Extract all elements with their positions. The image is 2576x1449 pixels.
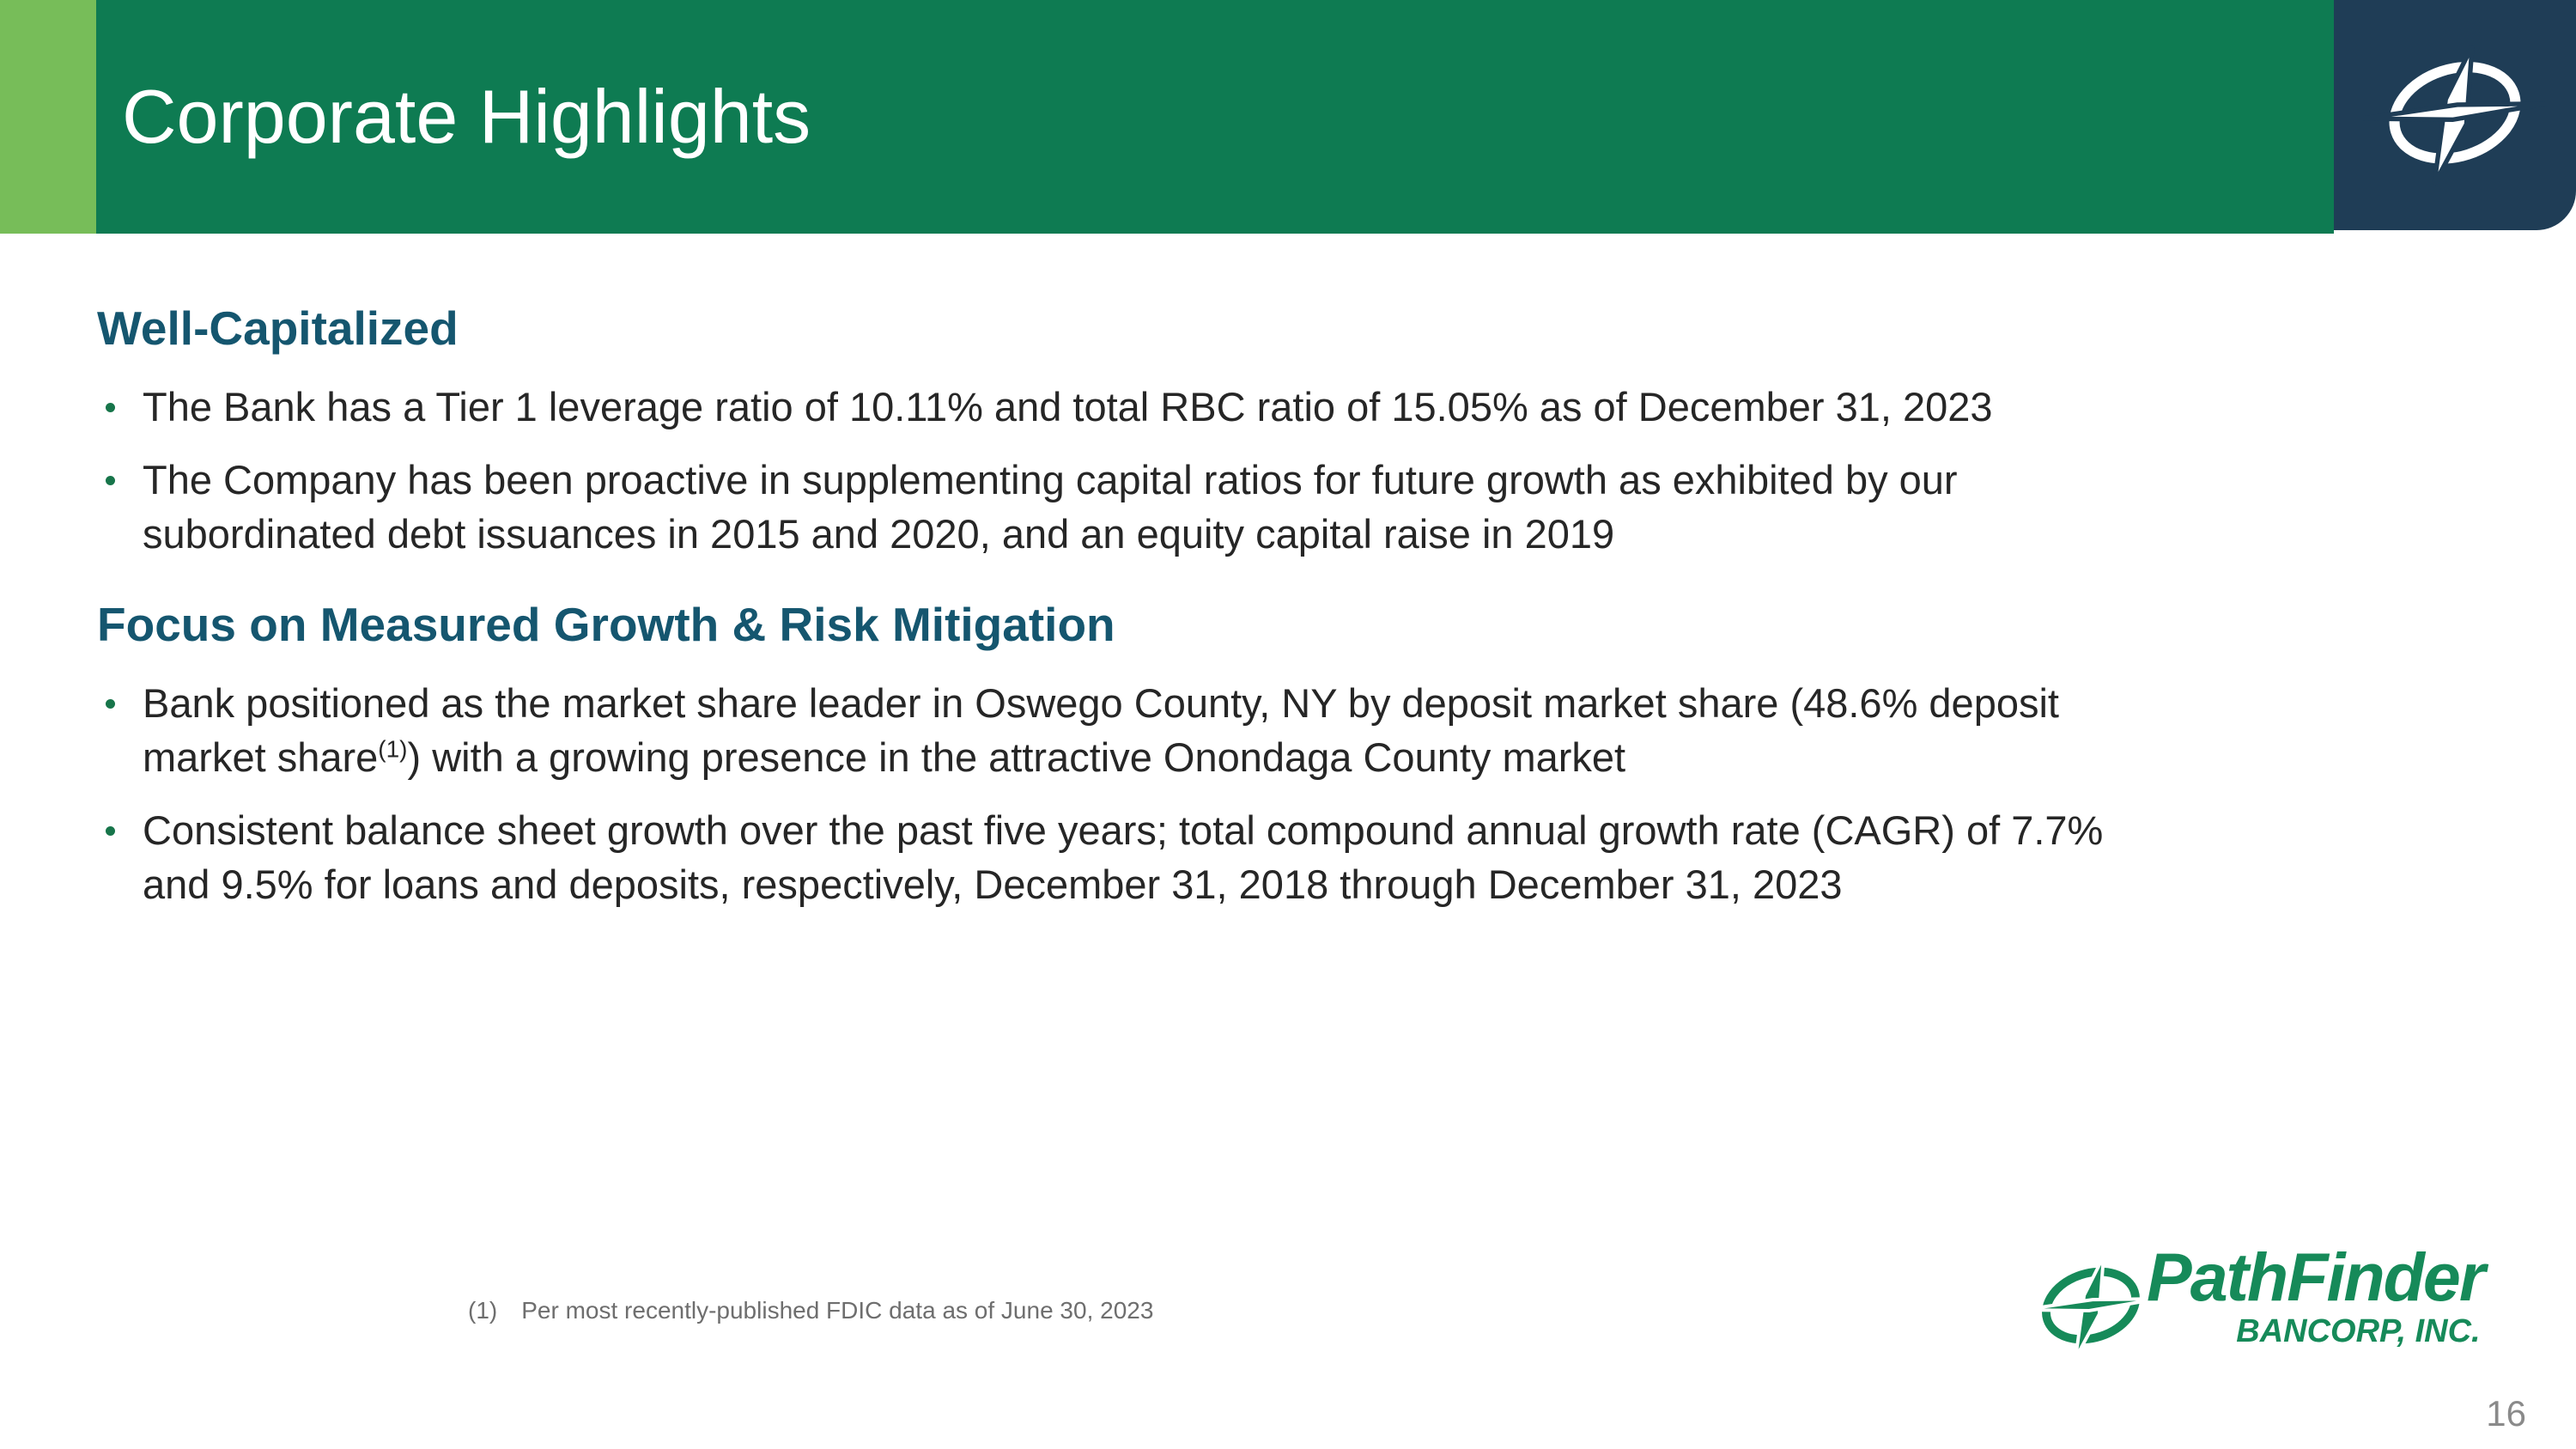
- bullet-line: Consistent balance sheet growth over the…: [143, 807, 2104, 853]
- footnote: (1) Per most recently-published FDIC data…: [468, 1297, 1153, 1324]
- footnote-text: Per most recently-published FDIC data as…: [521, 1297, 1154, 1324]
- bullet-line: The Bank has a Tier 1 leverage ratio of …: [143, 384, 1993, 429]
- section-growth-risk: Focus on Measured Growth & Risk Mitigati…: [97, 597, 2476, 911]
- bullet-line: subordinated debt issuances in 2015 and …: [143, 511, 1615, 557]
- bullet-line: market share(1)) with a growing presence…: [143, 734, 1626, 780]
- header-title-band: Corporate Highlights: [96, 0, 2334, 234]
- brand-subtitle: BANCORP, INC.: [2236, 1313, 2481, 1349]
- footnote-marker: (1): [468, 1297, 498, 1324]
- header-accent-bar: [0, 0, 96, 234]
- bullet-dot-icon: [106, 403, 115, 412]
- compass-icon: [2023, 1255, 2159, 1360]
- bullet-dot-icon: [106, 699, 115, 709]
- bullet-dot-icon: [106, 476, 115, 485]
- footnote-reference: (1): [378, 735, 408, 763]
- section-heading: Well-Capitalized: [97, 301, 459, 355]
- logo-badge: [2334, 0, 2576, 230]
- bullet-line: and 9.5% for loans and deposits, respect…: [143, 861, 1843, 907]
- slide-content: Well-Capitalized The Bank has a Tier 1 l…: [97, 301, 2476, 947]
- page-title: Corporate Highlights: [122, 74, 811, 159]
- bullet-line: The Company has been proactive in supple…: [143, 457, 1958, 502]
- compass-icon: [2363, 45, 2547, 186]
- bullet-line: Bank positioned as the market share lead…: [143, 680, 2059, 726]
- brand-name: PathFinder: [2147, 1239, 2486, 1315]
- page-number: 16: [2486, 1393, 2526, 1434]
- bullet-item: The Bank has a Tier 1 leverage ratio of …: [97, 380, 2476, 434]
- header-bar: Corporate Highlights: [0, 0, 2576, 234]
- bullet-item: Bank positioned as the market share lead…: [97, 676, 2476, 784]
- section-well-capitalized: Well-Capitalized The Bank has a Tier 1 l…: [97, 301, 2476, 561]
- bullet-dot-icon: [106, 826, 115, 836]
- section-heading: Focus on Measured Growth & Risk Mitigati…: [97, 598, 1115, 651]
- pathfinder-bancorp-logo: PathFinder BANCORP, INC.: [2023, 1239, 2486, 1371]
- bullet-item: Consistent balance sheet growth over the…: [97, 803, 2476, 911]
- bullet-item: The Company has been proactive in supple…: [97, 453, 2476, 561]
